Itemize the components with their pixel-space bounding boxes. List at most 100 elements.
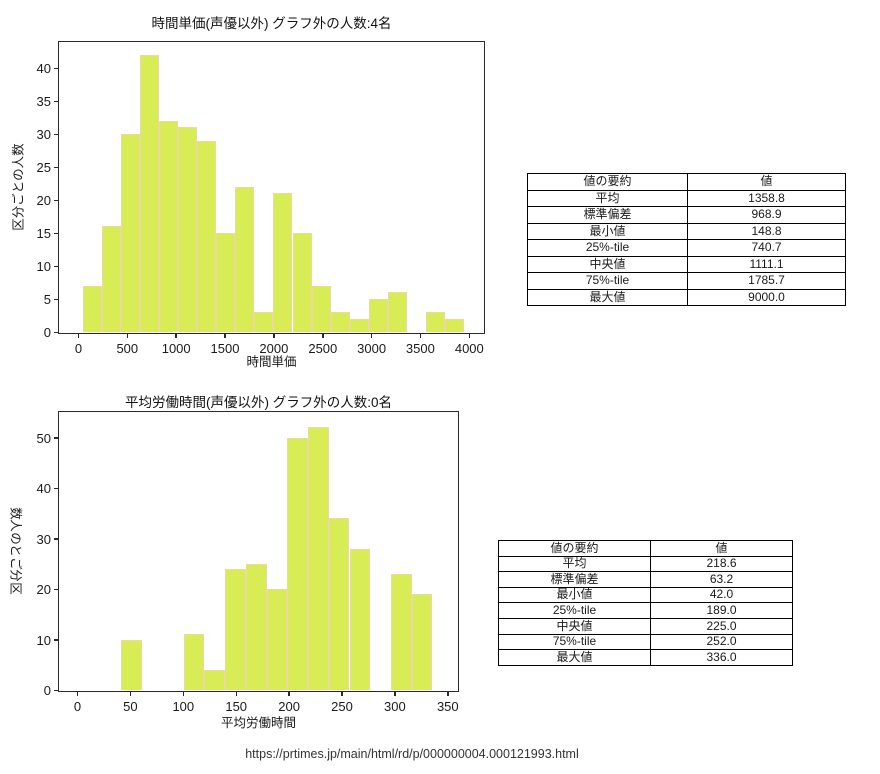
histogram-bar <box>159 120 179 332</box>
y-tick-mark <box>53 689 58 692</box>
histogram-bar <box>266 589 288 690</box>
histogram-bar <box>183 634 205 690</box>
table-row: 中央値 1111.1 <box>527 255 846 273</box>
histogram-bar <box>178 127 198 332</box>
histogram-bar <box>82 285 102 332</box>
y-tick-label: 50 <box>36 430 51 446</box>
histogram-bar <box>121 134 141 332</box>
x-tick-label: 200 <box>278 699 300 714</box>
y-tick-mark <box>53 331 58 334</box>
y-tick-mark <box>53 437 58 439</box>
histogram-bar <box>368 299 388 332</box>
y-tick-mark <box>53 538 58 540</box>
histogram-bar <box>349 318 369 332</box>
histogram-bar <box>140 54 160 332</box>
table-row: 標準偏差 968.9 <box>527 206 846 224</box>
table-cell: 336.0 <box>650 649 793 666</box>
table-row: 平均 218.6 <box>498 555 793 573</box>
table-cell: 最大値 <box>527 288 688 306</box>
table-cell: 740.7 <box>687 239 846 257</box>
chart-title: 時間単価(声優以外) グラフ外の人数:4名 <box>151 16 392 31</box>
histogram-bar <box>391 573 412 690</box>
y-tick-mark <box>53 100 58 103</box>
histogram-bar <box>273 193 293 332</box>
histogram-bar <box>197 140 217 332</box>
table-cell: 最小値 <box>527 222 688 240</box>
y-tick-mark <box>53 199 58 202</box>
x-tick-label: 0 <box>73 699 82 714</box>
x-tick-label: 3500 <box>405 341 435 356</box>
histogram-bar <box>349 548 371 690</box>
table-cell: 25%-tile <box>498 602 651 619</box>
table-cell: 標準偏差 <box>527 206 688 224</box>
x-tick-mark <box>370 334 373 338</box>
x-tick-mark <box>182 692 185 696</box>
histogram-bar <box>216 233 236 332</box>
histogram-bar <box>330 312 350 332</box>
y-tick-mark <box>53 232 58 235</box>
y-tick-mark <box>53 133 58 136</box>
x-tick-mark <box>224 334 226 338</box>
table-header-row: 値の要約値 <box>498 540 793 557</box>
histogram-bar <box>311 285 331 332</box>
histogram-bar <box>328 518 350 690</box>
table-row: 中央値 225.0 <box>498 617 793 635</box>
table-row: 平均 1358.8 <box>527 189 846 207</box>
table-cell: 平均 <box>527 189 688 207</box>
table-cell: 75%-tile <box>527 272 688 290</box>
source-url: https://prtimes.jp/main/html/rd/p/000000… <box>245 747 579 761</box>
x-tick-mark <box>322 334 324 338</box>
table-cell: 189.0 <box>650 602 793 619</box>
table-row: 最大値 336.0 <box>498 649 793 666</box>
x-tick-label: 250 <box>331 699 353 714</box>
summary-table-hourly-rate: 値の要約値平均 1358.8 標準偏差 968.9 最小値 148.8 25%-tile 74… <box>527 173 846 306</box>
x-tick-mark <box>341 692 343 696</box>
x-axis-label: 平均労働時間 <box>220 716 296 730</box>
y-tick-label: 10 <box>36 259 51 274</box>
x-tick-mark <box>77 334 80 338</box>
table-row: 最小値 42.0 <box>498 586 793 604</box>
x-tick-mark <box>235 692 237 696</box>
table-cell: 225.0 <box>650 617 793 635</box>
y-tick-mark <box>53 298 58 301</box>
table-cell: 1358.8 <box>687 189 846 207</box>
y-tick-label: 0 <box>43 325 51 340</box>
plot-area <box>58 411 459 692</box>
x-tick-label: 2500 <box>308 341 338 356</box>
y-tick-mark <box>53 639 58 641</box>
y-tick-label: 25 <box>36 160 51 175</box>
x-tick-mark <box>76 692 79 696</box>
x-axis-label: 時間単価 <box>246 355 297 369</box>
table-cell: 最小値 <box>498 586 651 604</box>
x-tick-mark <box>129 692 132 696</box>
histogram-bar <box>308 427 329 690</box>
y-tick-label: 40 <box>36 61 51 76</box>
table-row: 75%-tile 252.0 <box>498 633 793 651</box>
y-tick-mark <box>53 487 58 490</box>
histogram-bar <box>121 639 143 690</box>
y-tick-label: 10 <box>36 632 51 648</box>
x-tick-label: 4000 <box>454 341 484 356</box>
table-cell: 148.8 <box>687 222 846 240</box>
x-tick-label: 500 <box>116 341 139 356</box>
plot-area <box>58 41 485 334</box>
x-tick-mark <box>126 334 129 338</box>
histogram-bar <box>287 437 308 690</box>
table-cell: 63.2 <box>650 571 793 588</box>
y-tick-label: 30 <box>36 127 51 142</box>
table-cell: 中央値 <box>498 617 651 635</box>
x-tick-mark <box>394 692 396 696</box>
table-cell: 最大値 <box>498 649 651 666</box>
table-header-cell: 値 <box>650 540 793 557</box>
x-tick-mark <box>447 692 449 696</box>
table-row: 75%-tile 1785.7 <box>527 272 846 290</box>
x-tick-label: 150 <box>225 699 248 714</box>
x-tick-label: 50 <box>123 699 138 714</box>
y-tick-label: 35 <box>36 94 51 109</box>
histogram-bar <box>425 312 445 332</box>
x-tick-mark <box>419 334 422 338</box>
x-tick-mark <box>468 334 470 338</box>
table-row: 25%-tile 189.0 <box>498 602 793 619</box>
